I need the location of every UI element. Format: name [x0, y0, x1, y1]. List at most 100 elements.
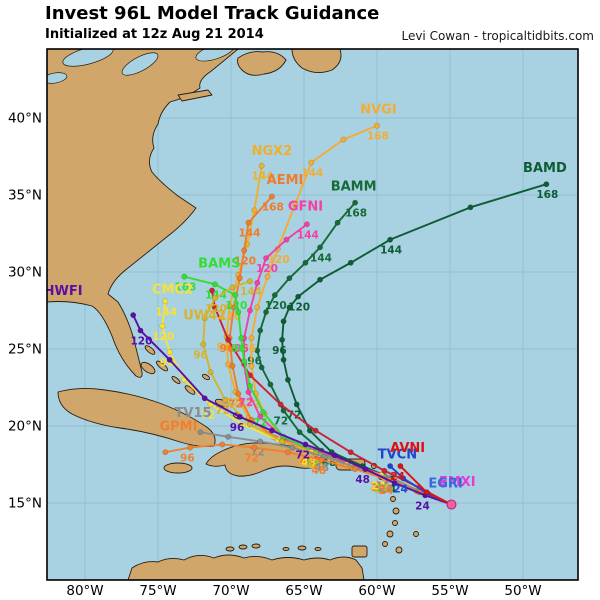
track-point: [247, 307, 253, 314]
forecast-hour-label: 168: [345, 208, 367, 220]
track-point: [292, 201, 299, 208]
forecast-hour-label: 48: [306, 459, 321, 471]
landmass-trinidad: [351, 545, 368, 558]
model-label-BAMD: BAMD: [523, 161, 567, 176]
model-label-BAMM: BAMM: [331, 179, 377, 194]
forecast-hour-label: 168: [174, 282, 196, 294]
track-point: [268, 193, 275, 200]
model-label-GFNI: GFNI: [288, 199, 323, 214]
forecast-hour-label: 96: [241, 343, 256, 355]
track-point: [467, 204, 474, 211]
forecast-hour-label: 24: [415, 500, 430, 512]
model-label-NVGI: NVGI: [360, 102, 396, 117]
track-point: [235, 309, 242, 315]
track-point: [271, 292, 278, 299]
model-label-TVCN: TVCN: [378, 447, 417, 462]
x-tick-label: 80°W: [66, 583, 103, 599]
forecast-hour-label: 120: [234, 255, 256, 267]
track-point: [159, 322, 166, 329]
track-point: [317, 244, 324, 251]
x-tick-label: 50°W: [504, 583, 541, 599]
track-point: [317, 276, 324, 283]
forecast-hour-label: 72: [274, 416, 289, 428]
track-point: [387, 236, 394, 243]
forecast-hour-label: 24: [371, 480, 386, 492]
forecast-hour-label: 72: [215, 405, 230, 417]
track-point: [331, 452, 338, 459]
track-point: [258, 364, 265, 371]
forecast-hour-label: 120: [288, 302, 310, 314]
forecast-hour-label: 96: [231, 343, 246, 355]
track-point: [225, 433, 232, 440]
forecast-hour-label: 144: [297, 229, 319, 241]
landmasses: [47, 49, 419, 580]
track-point: [303, 221, 310, 228]
track-point: [302, 259, 309, 266]
model-label-BAMS: BAMS: [198, 256, 240, 271]
track-point: [280, 407, 287, 414]
landmass-lesser-antilles: [371, 463, 419, 554]
track-HWFI: 24 48 72 96 120: [130, 312, 455, 512]
model-label-HWFI: HWFI: [44, 284, 83, 299]
track-point: [238, 335, 245, 342]
forecast-hour-label: 72: [225, 397, 240, 409]
track-point: [211, 304, 218, 311]
x-tick-label: 55°W: [431, 583, 468, 599]
forecast-hour-label: 120: [205, 303, 227, 315]
track-point: [235, 390, 242, 397]
track-point: [211, 295, 218, 302]
forecast-hour-label: 120: [265, 300, 287, 312]
track-point: [187, 444, 194, 451]
x-tick-label: 75°W: [139, 583, 176, 599]
model-label-AEMI: AEMI: [267, 173, 304, 188]
y-tick-label: 40°N: [8, 111, 42, 127]
track-point: [162, 298, 169, 305]
track-point: [334, 219, 341, 226]
init-time: Initialized at 12z Aug 21 2014: [45, 27, 264, 42]
forecast-hour-label: 144: [239, 228, 261, 240]
origin-marker-layer: [446, 499, 457, 510]
forecast-hour-label: 144: [301, 168, 323, 180]
forecast-hour-label: 96: [217, 342, 232, 354]
track-point: [162, 449, 169, 456]
great-lakes: [47, 49, 235, 84]
track-point: [284, 376, 291, 383]
forecast-hour-label: 48: [300, 456, 315, 468]
x-tick-label: 70°W: [212, 583, 249, 599]
track-point: [283, 236, 290, 243]
track-point: [318, 456, 325, 463]
forecast-hour-label: 24: [379, 483, 394, 495]
track-point: [200, 341, 207, 348]
forecast-hour-label: 48: [309, 460, 324, 472]
forecast-hour-label: 24: [393, 483, 408, 495]
model-label-EGRI: EGRI: [428, 477, 462, 492]
forecast-hour-label: 24: [371, 482, 386, 494]
forecast-hour-label: 24: [374, 482, 389, 494]
model-label-UW42: UW42: [183, 309, 226, 324]
forecast-hour-label: 24: [379, 485, 394, 497]
track-point: [181, 273, 188, 280]
forecast-hour-label: 24: [370, 480, 385, 492]
forecast-hour-label: 48: [306, 457, 321, 469]
page-title: Invest 96L Model Track Guidance: [45, 3, 380, 24]
track-point: [279, 336, 286, 343]
track-AVNI: 24: [390, 463, 455, 508]
forecast-hour-label: 48: [298, 456, 313, 468]
landmass-south-america: [127, 554, 365, 580]
invest-origin-marker: [446, 499, 457, 510]
forecast-hour-label: 168: [262, 202, 284, 214]
track-point: [258, 162, 265, 169]
track-point: [247, 278, 253, 285]
track-point: [229, 362, 236, 369]
track-point: [254, 279, 261, 286]
forecast-hour-label: 120: [220, 311, 242, 323]
forecast-hour-label: 96: [272, 345, 287, 357]
track-point: [362, 466, 369, 473]
track-point: [211, 281, 218, 288]
forecast-hour-label: 144: [155, 306, 177, 318]
y-tick-label: 15°N: [8, 496, 42, 512]
track-point: [241, 358, 248, 365]
track-point: [263, 255, 269, 262]
forecast-hour-label: 144: [205, 289, 227, 301]
forecast-hour-label: 72: [253, 417, 268, 429]
